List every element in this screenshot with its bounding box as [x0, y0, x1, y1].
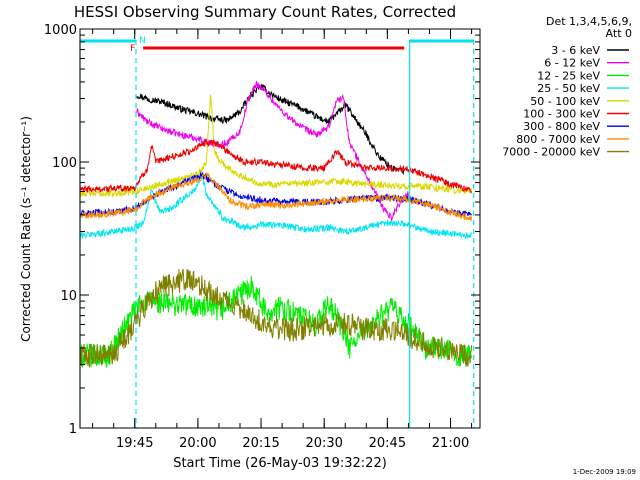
legend-header-line: Att 0	[606, 27, 632, 40]
series-line-5	[79, 94, 473, 198]
series-line-7	[79, 170, 473, 217]
legend-label-3: 12 - 25 keV	[537, 69, 600, 82]
plot-frame	[79, 28, 481, 429]
chart-title: HESSI Observing Summary Count Rates, Cor…	[74, 3, 456, 21]
series-line-4	[79, 173, 473, 240]
legend-label-5: 50 - 100 keV	[530, 95, 600, 108]
x-tick-label: 20:15	[242, 436, 279, 451]
y-tick-label: 10	[60, 289, 77, 304]
y-axis-label: Corrected Count Rate (s⁻¹ detector⁻¹)	[19, 116, 33, 342]
y-tick-label: 1000	[44, 23, 77, 38]
plot-area: NF 1 10 100 1000 19:45 20:00 20:15 20:30 20:45 21:…	[44, 23, 481, 451]
y-tick-label: 1	[69, 422, 77, 437]
legend-header-line: Det 1,3,4,5,6,9,	[546, 15, 632, 28]
series-line-6	[79, 139, 473, 194]
legend-label-2: 6 - 12 keV	[544, 57, 600, 70]
legend-label-8: 800 - 7000 keV	[516, 133, 600, 146]
x-axis-label: Start Time (26-May-03 19:32:22)	[173, 456, 387, 471]
series-line-9	[79, 268, 473, 368]
x-tick-label: 20:45	[369, 436, 406, 451]
legend-label-1: 3 - 6 keV	[551, 44, 600, 57]
series-line-2	[136, 80, 409, 223]
series-line-8	[79, 172, 473, 222]
legend-label-7: 300 - 800 keV	[523, 120, 600, 133]
y-tick-label: 100	[52, 156, 77, 171]
flag-label-f: F	[130, 44, 135, 54]
x-tick-label: 20:30	[305, 436, 342, 451]
x-tick-label: 21:00	[432, 436, 469, 451]
legend-label-4: 25 - 50 keV	[537, 82, 600, 95]
legend-label-9: 7000 - 20000 keV	[502, 146, 600, 159]
legend-label-6: 100 - 300 keV	[523, 108, 600, 121]
flag-label-n: N	[139, 36, 146, 46]
timestamp: 1-Dec-2009 19:09	[573, 468, 636, 476]
x-tick-label: 19:45	[116, 436, 153, 451]
x-tick-label: 20:00	[179, 436, 216, 451]
